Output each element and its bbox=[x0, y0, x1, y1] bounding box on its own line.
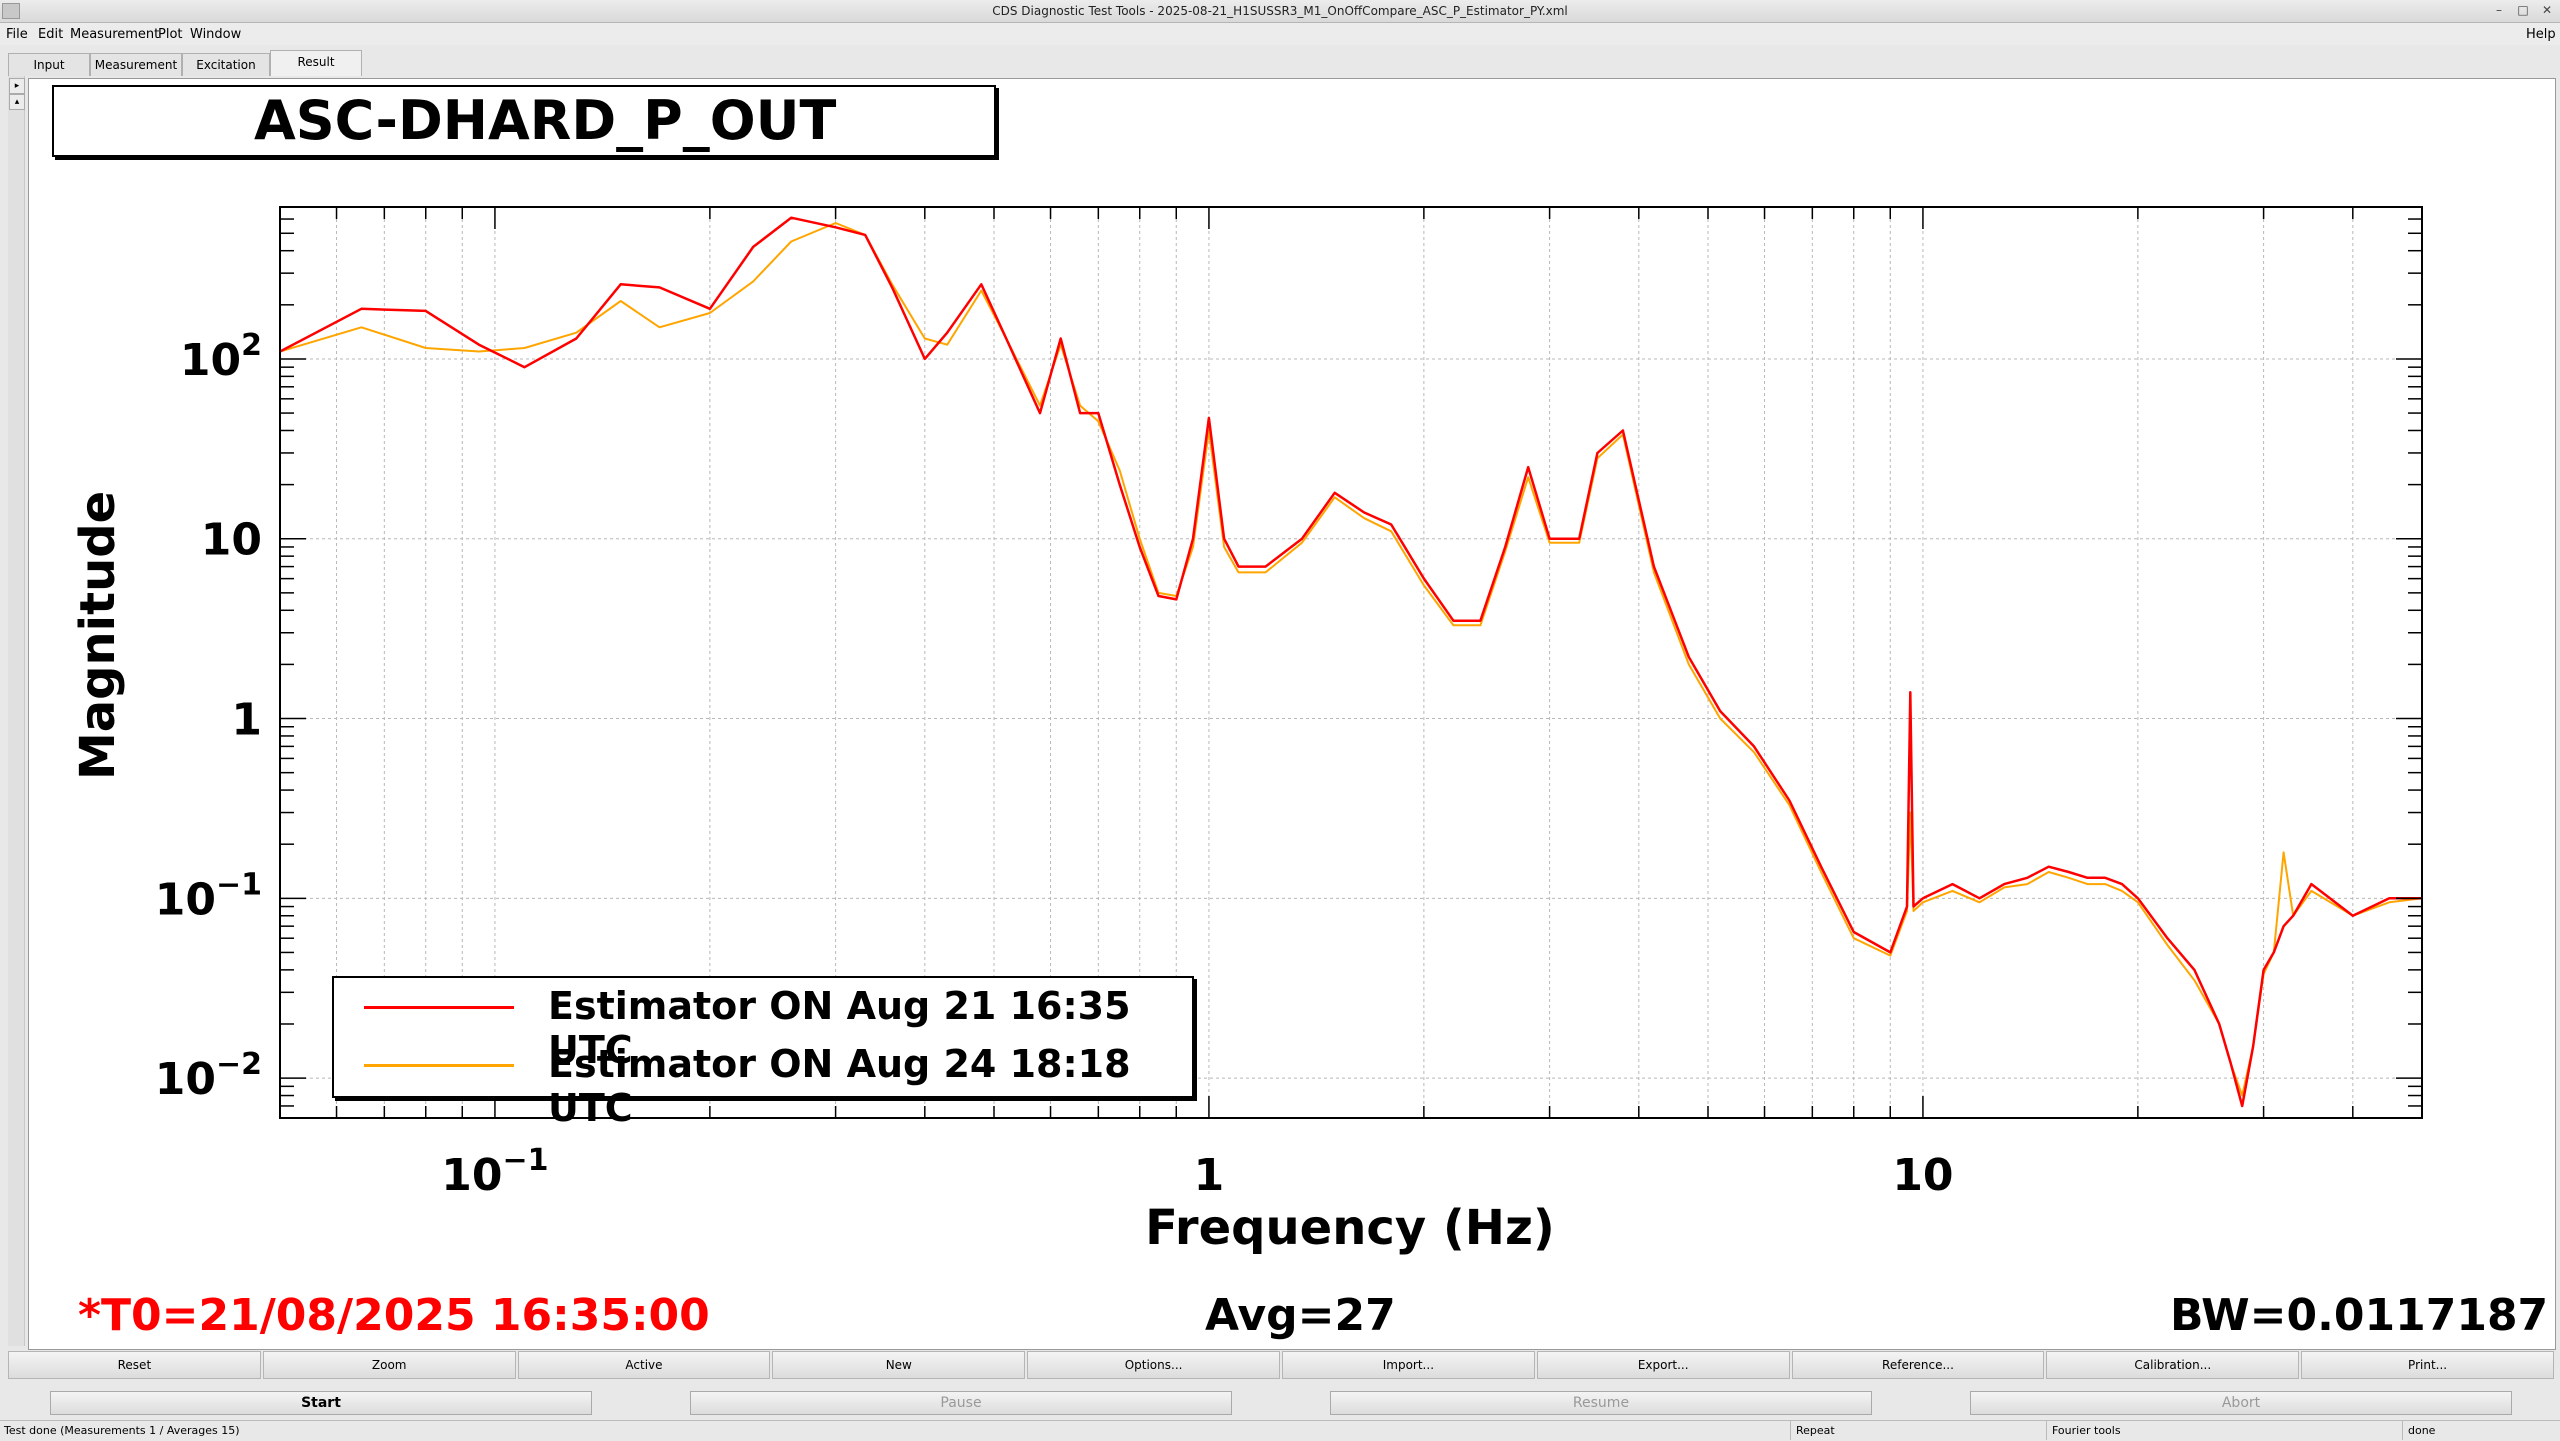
import-button[interactable]: Import... bbox=[1281, 1351, 1535, 1379]
y-axis-label: Magnitude bbox=[70, 490, 126, 780]
legend-entry-2: Estimator ON Aug 24 18:18 UTC bbox=[334, 1040, 1192, 1130]
left-scrollbar[interactable]: ▸ ▴ bbox=[8, 76, 25, 1346]
maximize-icon[interactable]: □ bbox=[2517, 3, 2529, 17]
app-icon bbox=[2, 3, 20, 19]
y-tick-label: 1 bbox=[231, 695, 262, 746]
arrow-up-icon[interactable]: ▴ bbox=[9, 94, 25, 110]
x-tick-label: 1 bbox=[1194, 1150, 1225, 1201]
menu-file[interactable]: File bbox=[6, 27, 28, 42]
legend-line-1 bbox=[364, 1006, 514, 1009]
y-tick-label: 10 bbox=[201, 515, 262, 566]
plot-title: ASC-DHARD_P_OUT bbox=[52, 85, 996, 157]
window-title: CDS Diagnostic Test Tools - 2025-08-21_H… bbox=[992, 4, 1568, 18]
status-main: Test done (Measurements 1 / Averages 15) bbox=[0, 1421, 1791, 1440]
x-tick-label: 10 bbox=[1892, 1150, 1953, 1201]
reference-button[interactable]: Reference... bbox=[1791, 1351, 2045, 1379]
print-button[interactable]: Print... bbox=[2301, 1351, 2554, 1379]
plot-frame bbox=[279, 206, 2423, 1119]
plot-series bbox=[280, 216, 2422, 1108]
avg-label: Avg=27 bbox=[1205, 1290, 1396, 1341]
plot-ticks: 10−1 1 10 10−2 10−1 1 10 102 bbox=[155, 206, 2423, 1201]
options-button[interactable]: Options... bbox=[1027, 1351, 1280, 1379]
tab-result[interactable]: Result bbox=[270, 50, 362, 76]
tab-bar: Input Measurement Excitation Result bbox=[0, 48, 2560, 76]
menu-bar: File Edit Measurement Plot Window Help bbox=[0, 23, 2560, 45]
menu-window[interactable]: Window bbox=[190, 27, 242, 42]
series-line-1 bbox=[280, 216, 2422, 1108]
menu-plot[interactable]: Plot bbox=[158, 27, 183, 42]
legend-label-2: Estimator ON Aug 24 18:18 UTC bbox=[548, 1042, 1131, 1130]
y-tick-label: 10−1 bbox=[155, 867, 262, 925]
y-tick-label: 10−2 bbox=[155, 1047, 262, 1105]
t0-label: *T0=21/08/2025 16:35:00 bbox=[78, 1290, 710, 1341]
resume-button[interactable]: Resume bbox=[1330, 1391, 1872, 1415]
pause-button[interactable]: Pause bbox=[690, 1391, 1232, 1415]
legend-entry-1: Estimator ON Aug 21 16:35 UTC bbox=[334, 982, 1192, 1072]
menu-help[interactable]: Help bbox=[2526, 27, 2556, 42]
tab-excitation[interactable]: Excitation bbox=[182, 53, 270, 76]
status-repeat: Repeat bbox=[1792, 1421, 2047, 1440]
tab-measurement[interactable]: Measurement bbox=[90, 53, 182, 76]
plot-button-row: Reset Zoom Active New Options... Import.… bbox=[8, 1351, 2556, 1379]
legend[interactable]: Estimator ON Aug 21 16:35 UTC Estimator … bbox=[332, 976, 1194, 1130]
control-button-row: Start Pause Resume Abort bbox=[0, 1390, 2560, 1416]
bw-label: BW=0.0117187 bbox=[2170, 1290, 2549, 1341]
legend-line-2 bbox=[364, 1064, 514, 1067]
abort-button[interactable]: Abort bbox=[1970, 1391, 2512, 1415]
minimize-icon[interactable]: – bbox=[2496, 3, 2502, 17]
zoom-button[interactable]: Zoom bbox=[262, 1351, 516, 1379]
start-button[interactable]: Start bbox=[50, 1391, 592, 1415]
reset-button[interactable]: Reset bbox=[8, 1351, 261, 1379]
menu-measurement[interactable]: Measurement bbox=[70, 27, 160, 42]
export-button[interactable]: Export... bbox=[1536, 1351, 1790, 1379]
status-done: done bbox=[2408, 1424, 2436, 1437]
close-icon[interactable]: ✕ bbox=[2541, 3, 2553, 17]
series-line-2 bbox=[280, 222, 2422, 1097]
plot-grid bbox=[279, 207, 2423, 1118]
menu-edit[interactable]: Edit bbox=[38, 27, 64, 42]
status-fourier: Fourier tools bbox=[2048, 1421, 2403, 1440]
new-button[interactable]: New bbox=[772, 1351, 1026, 1379]
y-tick-label: 102 bbox=[180, 328, 262, 386]
x-axis-label: Frequency (Hz) bbox=[1145, 1200, 1555, 1256]
arrow-right-icon[interactable]: ▸ bbox=[9, 78, 25, 94]
plot-canvas bbox=[28, 78, 2556, 1350]
status-bar: Test done (Measurements 1 / Averages 15)… bbox=[0, 1420, 2560, 1441]
active-button[interactable]: Active bbox=[517, 1351, 771, 1379]
legend-label-1: Estimator ON Aug 21 16:35 UTC bbox=[548, 984, 1131, 1072]
plot-frame-rect bbox=[279, 206, 2423, 1119]
window-titlebar: CDS Diagnostic Test Tools - 2025-08-21_H… bbox=[0, 0, 2560, 23]
tab-input[interactable]: Input bbox=[8, 53, 90, 76]
calibration-button[interactable]: Calibration... bbox=[2046, 1351, 2300, 1379]
x-tick-label: 10−1 bbox=[441, 1143, 548, 1201]
